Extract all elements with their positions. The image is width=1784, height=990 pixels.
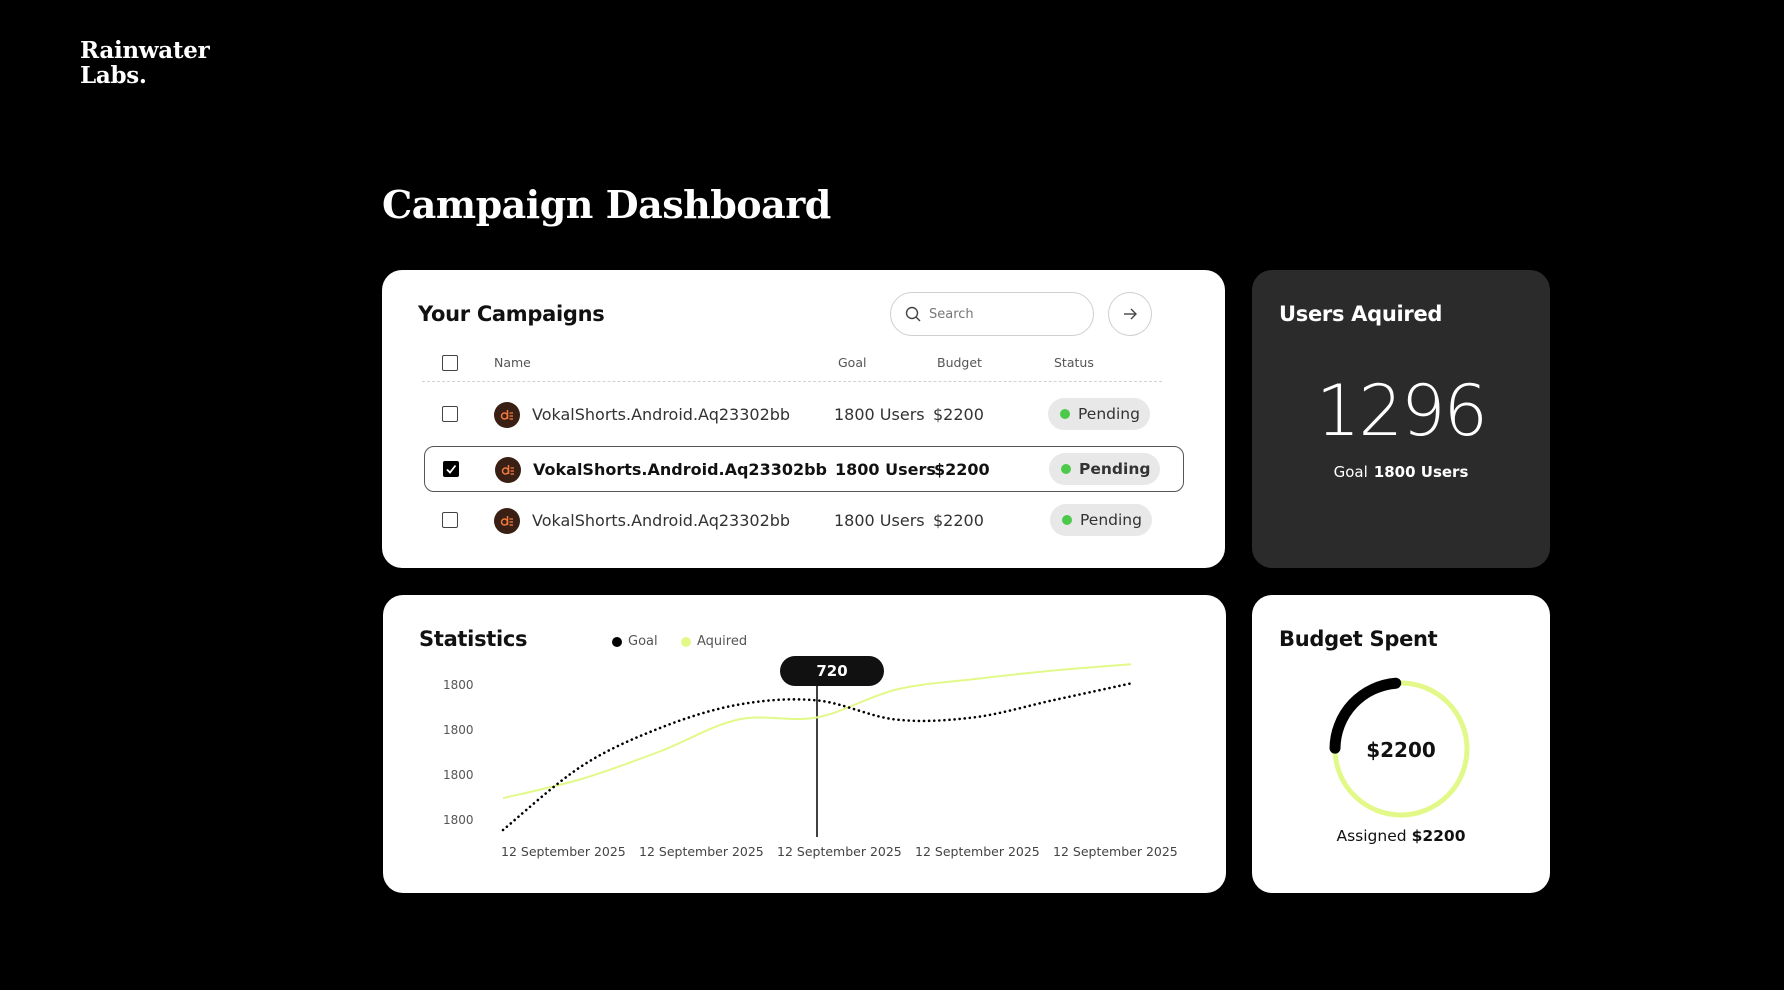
- status-badge: Pending: [1048, 398, 1150, 430]
- campaigns-card: Your Campaigns Name Goal Budget Status V…: [382, 270, 1225, 568]
- column-header-goal[interactable]: Goal: [838, 355, 866, 370]
- app-glyph-icon: [501, 463, 515, 477]
- campaign-budget: $2200: [933, 511, 984, 530]
- brand-logo-line2: Labs.: [80, 63, 209, 88]
- budget-card: Budget Spent $2200 Assigned $2200: [1252, 595, 1550, 893]
- campaigns-title: Your Campaigns: [418, 302, 604, 326]
- chart-tooltip: 720: [780, 656, 884, 686]
- search-box[interactable]: [890, 292, 1094, 336]
- checkmark-icon: [445, 463, 457, 475]
- column-header-name[interactable]: Name: [494, 355, 531, 370]
- app-icon: [494, 508, 520, 534]
- campaign-goal: 1800 Users: [834, 405, 925, 424]
- campaign-budget: $2200: [933, 405, 984, 424]
- budget-assigned-value: $2200: [1412, 827, 1466, 845]
- search-input[interactable]: [929, 307, 1079, 322]
- users-acquired-title: Users Aquired: [1279, 302, 1442, 326]
- status-dot-icon: [1062, 515, 1072, 525]
- campaign-goal: 1800 Users: [835, 460, 936, 479]
- campaign-name: VokalShorts.Android.Aq23302bb: [532, 511, 790, 530]
- budget-assigned-label: Assigned: [1336, 827, 1406, 845]
- campaign-name: VokalShorts.Android.Aq23302bb: [533, 460, 827, 479]
- go-button[interactable]: [1108, 292, 1152, 336]
- header-divider: [422, 381, 1162, 382]
- status-dot-icon: [1061, 464, 1071, 474]
- app-glyph-icon: [500, 408, 514, 422]
- row-checkbox[interactable]: [442, 512, 458, 528]
- campaign-goal: 1800 Users: [834, 511, 925, 530]
- table-row[interactable]: VokalShorts.Android.Aq23302bb 1800 Users…: [424, 498, 1184, 544]
- users-goal-label: Goal: [1334, 463, 1368, 481]
- users-goal-value: 1800 Users: [1374, 463, 1469, 481]
- budget-assigned: Assigned $2200: [1252, 827, 1550, 845]
- status-badge: Pending: [1050, 504, 1152, 536]
- app-icon: [494, 402, 520, 428]
- search-icon: [905, 306, 921, 322]
- budget-spent-value: $2200: [1252, 738, 1550, 762]
- statistics-chart: [383, 595, 1226, 893]
- brand-logo: Rainwater Labs.: [80, 38, 209, 88]
- campaign-budget: $2200: [934, 460, 990, 479]
- app-icon: [495, 457, 521, 483]
- users-goal: Goal 1800 Users: [1252, 463, 1550, 481]
- column-header-budget[interactable]: Budget: [937, 355, 982, 370]
- campaign-name: VokalShorts.Android.Aq23302bb: [532, 405, 790, 424]
- status-label: Pending: [1080, 511, 1142, 529]
- status-dot-icon: [1060, 409, 1070, 419]
- statistics-card: Statistics Goal Aquired 1800 1800 1800 1…: [383, 595, 1226, 893]
- select-all-checkbox[interactable]: [442, 355, 458, 371]
- status-label: Pending: [1078, 405, 1140, 423]
- users-acquired-value: 1296: [1252, 370, 1550, 452]
- status-badge: Pending: [1049, 453, 1160, 485]
- brand-logo-line1: Rainwater: [80, 38, 209, 63]
- arrow-right-icon: [1122, 306, 1138, 322]
- table-row[interactable]: VokalShorts.Android.Aq23302bb 1800 Users…: [424, 392, 1184, 438]
- column-header-status[interactable]: Status: [1054, 355, 1094, 370]
- table-row-selected[interactable]: VokalShorts.Android.Aq23302bb 1800 Users…: [424, 446, 1184, 492]
- row-checkbox-checked[interactable]: [443, 461, 459, 477]
- app-glyph-icon: [500, 514, 514, 528]
- page-title: Campaign Dashboard: [382, 182, 831, 227]
- row-checkbox[interactable]: [442, 406, 458, 422]
- users-acquired-card: Users Aquired 1296 Goal 1800 Users: [1252, 270, 1550, 568]
- status-label: Pending: [1079, 460, 1150, 478]
